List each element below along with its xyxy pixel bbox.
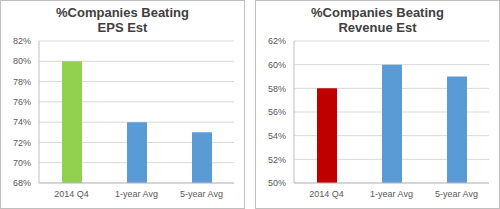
svg-text:1-year Avg: 1-year Avg bbox=[115, 189, 158, 199]
svg-text:5-year Avg: 5-year Avg bbox=[180, 189, 223, 199]
svg-text:1-year Avg: 1-year Avg bbox=[370, 189, 413, 199]
svg-text:54%: 54% bbox=[268, 131, 286, 141]
svg-text:62%: 62% bbox=[268, 37, 286, 46]
svg-text:78%: 78% bbox=[13, 77, 31, 87]
svg-text:68%: 68% bbox=[13, 178, 31, 188]
svg-text:76%: 76% bbox=[13, 97, 31, 107]
svg-text:70%: 70% bbox=[13, 158, 31, 168]
svg-text:52%: 52% bbox=[268, 155, 286, 165]
svg-text:2014 Q4: 2014 Q4 bbox=[309, 189, 344, 199]
svg-text:72%: 72% bbox=[13, 138, 31, 148]
svg-text:56%: 56% bbox=[268, 107, 286, 117]
svg-text:5-year Avg: 5-year Avg bbox=[435, 189, 478, 199]
svg-text:60%: 60% bbox=[268, 60, 286, 70]
svg-text:80%: 80% bbox=[13, 56, 31, 66]
svg-text:74%: 74% bbox=[13, 117, 31, 127]
svg-text:2014 Q4: 2014 Q4 bbox=[54, 189, 89, 199]
svg-text:58%: 58% bbox=[268, 84, 286, 94]
svg-text:82%: 82% bbox=[13, 37, 31, 46]
html-text:%Companies Beating Revenue Est: %Companies Beating Revenue Est bbox=[311, 5, 444, 35]
html-text:%Companies Beating EPS Est: %Companies Beating EPS Est bbox=[56, 5, 189, 35]
svg-text:50%: 50% bbox=[268, 178, 286, 188]
